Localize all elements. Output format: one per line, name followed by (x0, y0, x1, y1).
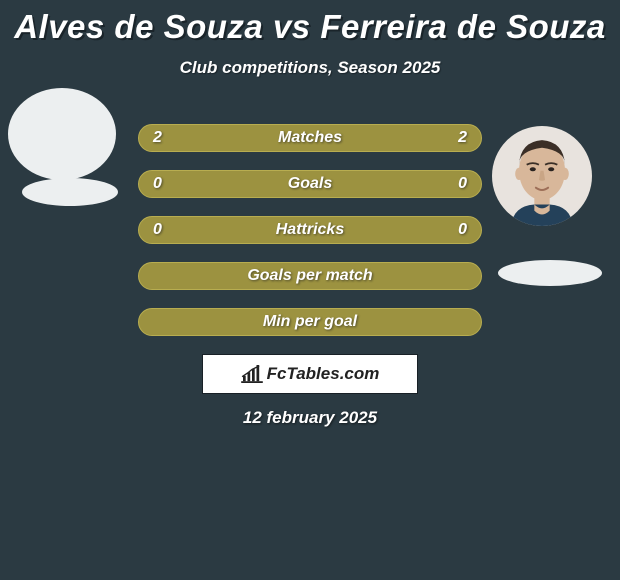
footer-date: 12 february 2025 (0, 408, 620, 428)
stat-row-min-per-goal: Min per goal (138, 308, 482, 336)
logo-box: FcTables.com (202, 354, 418, 394)
stat-left-value: 0 (153, 175, 171, 193)
page-subtitle: Club competitions, Season 2025 (0, 58, 620, 78)
player-left-avatar (8, 88, 116, 180)
stat-row-matches: 2 Matches 2 (138, 124, 482, 152)
stat-label: Goals (139, 175, 481, 193)
stat-right-value: 0 (449, 175, 467, 193)
stat-right-value: 0 (449, 221, 467, 239)
stat-label: Min per goal (139, 313, 481, 331)
rank-ellipse-right (498, 260, 602, 286)
stat-label: Matches (139, 129, 481, 147)
stat-left-value: 2 (153, 129, 171, 147)
stat-row-goals-per-match: Goals per match (138, 262, 482, 290)
player-right-avatar (492, 126, 592, 226)
stats-block: 2 Matches 2 0 Goals 0 0 Hattricks 0 Goal… (138, 124, 482, 336)
stat-label: Hattricks (139, 221, 481, 239)
stat-right-value: 2 (449, 129, 467, 147)
stat-row-hattricks: 0 Hattricks 0 (138, 216, 482, 244)
stat-left-value: 0 (153, 221, 171, 239)
logo-text: FcTables.com (267, 364, 380, 384)
rank-ellipse-left (22, 178, 118, 206)
bar-chart-icon (241, 365, 263, 383)
page-title: Alves de Souza vs Ferreira de Souza (0, 0, 620, 46)
face-icon (503, 134, 581, 226)
stat-row-goals: 0 Goals 0 (138, 170, 482, 198)
stat-label: Goals per match (139, 267, 481, 285)
